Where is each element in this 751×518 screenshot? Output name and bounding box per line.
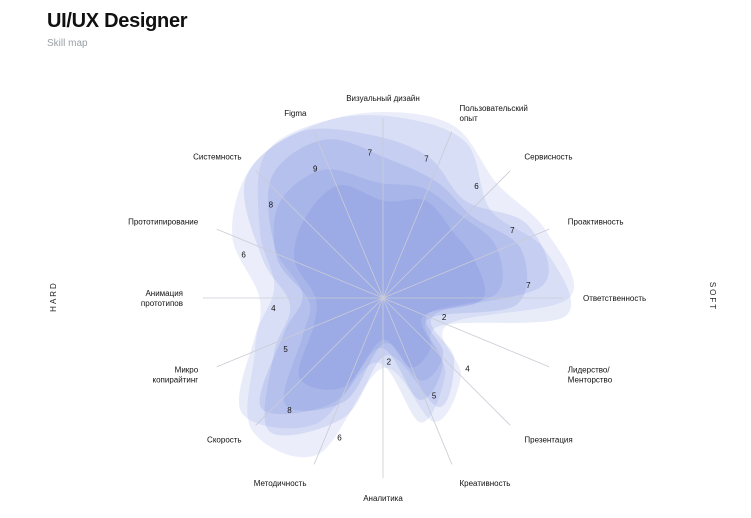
value-label: 5 <box>283 345 288 354</box>
value-label: 6 <box>337 433 342 442</box>
value-label: 5 <box>432 391 437 400</box>
radar-axis-line <box>382 297 453 465</box>
radar-axes <box>203 118 563 478</box>
radar-axis-line <box>382 297 511 426</box>
radar-axis-line <box>313 131 384 299</box>
axis-label: Креативность <box>460 479 511 488</box>
value-label: 4 <box>465 365 470 374</box>
value-label: 7 <box>526 281 531 290</box>
value-label: 7 <box>424 155 429 164</box>
axis-label: Системность <box>193 153 241 162</box>
axis-label: Микро копирайтинг <box>153 366 199 385</box>
value-label: 7 <box>368 149 373 158</box>
page-title: UI/UX Designer <box>47 10 188 32</box>
value-label: 8 <box>269 201 274 210</box>
value-label: 9 <box>313 165 318 174</box>
axis-label: Пользовательский опыт <box>460 104 528 123</box>
value-label: 2 <box>387 358 392 367</box>
axis-label: Скорость <box>207 435 242 444</box>
radar-axis-line <box>382 131 453 299</box>
axis-label: Сервисность <box>524 153 572 162</box>
skill-blob-layer <box>259 139 528 415</box>
radar-axis-line <box>255 297 384 426</box>
radar-axis-line <box>216 228 384 299</box>
axis-label: Анимация прототипов <box>141 289 183 308</box>
value-labels: 7 7 6 7 7 2 4 5 2 6 8 5 4 6 8 9 <box>241 149 531 443</box>
value-label: 2 <box>442 313 447 322</box>
radar-axis-line <box>255 170 384 299</box>
skill-blob-layer <box>238 115 572 429</box>
value-label: 7 <box>510 226 515 235</box>
skill-blob-layer <box>243 128 549 436</box>
axis-label: Прототипирование <box>128 218 199 227</box>
value-label: 8 <box>287 406 292 415</box>
skill-blob-layer <box>232 112 575 458</box>
axis-label: Визуальный дизайн <box>346 94 420 103</box>
value-label: 6 <box>474 182 479 191</box>
value-label: 4 <box>271 304 276 313</box>
radar-axis-line <box>382 297 550 368</box>
axis-label: Аналитика <box>363 494 403 503</box>
axis-label: Figma <box>284 109 307 118</box>
axis-label: Лидерство/Менторство <box>568 366 613 385</box>
axis-label: Методичность <box>254 479 307 488</box>
radar-axis-line <box>313 297 384 465</box>
axis-labels: Визуальный дизайн Пользовательский опыт Сер… <box>128 94 646 503</box>
axis-label: Ответственность <box>583 294 646 303</box>
radar-axis-line <box>382 228 550 299</box>
radar-axis-line <box>216 297 384 368</box>
page-subtitle: Skill map <box>47 38 88 49</box>
axis-label: Презентация <box>524 435 572 444</box>
skill-blobs <box>232 112 575 458</box>
radar-axis-line <box>382 170 511 299</box>
axis-label: Проактивность <box>568 218 624 227</box>
value-label: 6 <box>241 251 246 260</box>
